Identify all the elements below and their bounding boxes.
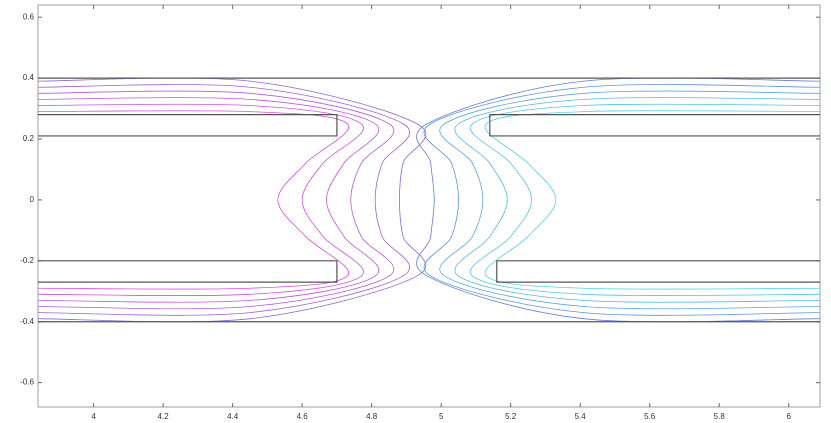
- y-tick-label: -0.4: [20, 317, 34, 326]
- x-tick-label: 5.2: [505, 412, 517, 421]
- contour-line: [37, 97, 379, 303]
- y-tick-label: 0.6: [23, 12, 35, 21]
- x-tick-label: 5.4: [575, 412, 587, 421]
- boundary: [489, 114, 820, 137]
- contour-line: [439, 90, 821, 310]
- boundary: [38, 260, 338, 283]
- boundary: [38, 114, 338, 137]
- x-tick-label: 5.8: [714, 412, 726, 421]
- x-tick-label: 5: [439, 412, 444, 421]
- y-tick-label: -0.6: [20, 378, 34, 387]
- x-tick-label: 5.6: [644, 412, 656, 421]
- contour-line: [37, 84, 411, 316]
- contour-line: [37, 103, 364, 297]
- contour-line: [469, 103, 821, 297]
- x-tick-label: 4.6: [297, 412, 309, 421]
- x-tick-label: 4: [91, 412, 96, 421]
- y-tick-label: 0.2: [23, 134, 35, 143]
- y-tick-label: -0.2: [20, 256, 34, 265]
- contour-line: [454, 97, 821, 303]
- y-tick-label: 0: [30, 195, 35, 204]
- boundary: [496, 260, 820, 283]
- contour-line: [37, 77, 427, 323]
- plot-area: [37, 4, 821, 408]
- contour-line: [416, 77, 821, 323]
- contour-line: [37, 90, 395, 310]
- y-tick-label: 0.4: [23, 73, 35, 82]
- x-tick-label: 6: [786, 412, 791, 421]
- x-tick-label: 4.2: [158, 412, 170, 421]
- contour-line: [423, 84, 821, 316]
- x-tick-label: 4.4: [227, 412, 239, 421]
- x-tick-label: 4.8: [366, 412, 378, 421]
- contour-line: [37, 110, 350, 290]
- contour-line: [484, 110, 821, 290]
